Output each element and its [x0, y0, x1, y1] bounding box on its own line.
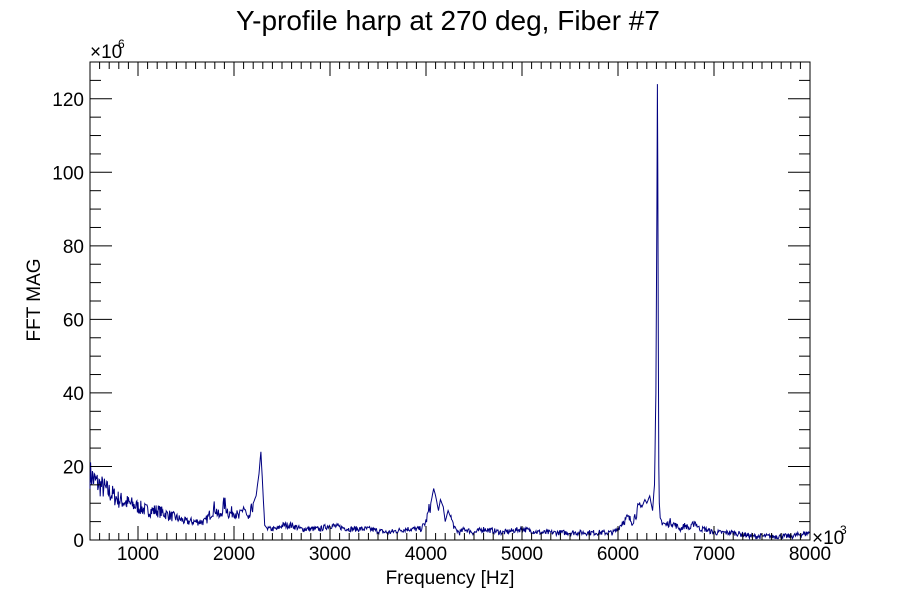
y-exponent-base: ×10 — [90, 42, 122, 63]
y-tick-label: 80 — [63, 237, 84, 258]
y-tick-label: 40 — [63, 384, 84, 405]
x-axis-label: Frequency [Hz] — [386, 568, 515, 589]
x-tick-label: 1000 — [117, 544, 159, 565]
y-exponent-label: ×10 6 — [90, 37, 125, 63]
x-tick-label: 7000 — [693, 544, 735, 565]
y-exponent-power: 6 — [118, 37, 125, 51]
plot-frame — [89, 61, 811, 541]
y-tick-label: 100 — [52, 163, 84, 184]
y-tick-label: 0 — [73, 531, 84, 552]
y-tick-label: 60 — [63, 310, 84, 331]
y-tick-label: 120 — [52, 90, 84, 111]
x-exponent-base: ×10 — [812, 528, 844, 549]
x-tick-label: 2000 — [213, 544, 255, 565]
chart-title: Y-profile harp at 270 deg, Fiber #7 — [236, 5, 660, 36]
x-tick-label: 5000 — [501, 544, 543, 565]
x-exponent-label: ×10 3 — [812, 523, 847, 549]
x-tick-label: 8000 — [789, 544, 831, 565]
x-exponent-power: 3 — [840, 523, 847, 537]
plot-area: 1000 2000 3000 4000 5000 6000 7000 8000 0 20 40 60 8… — [52, 61, 831, 565]
fft-series-line — [89, 84, 811, 541]
x-tick-label: 6000 — [597, 544, 639, 565]
y-axis-label: FFT MAG — [24, 258, 45, 341]
y-tick-label: 20 — [63, 457, 84, 478]
x-tick-label: 3000 — [309, 544, 351, 565]
x-tick-label: 4000 — [405, 544, 447, 565]
